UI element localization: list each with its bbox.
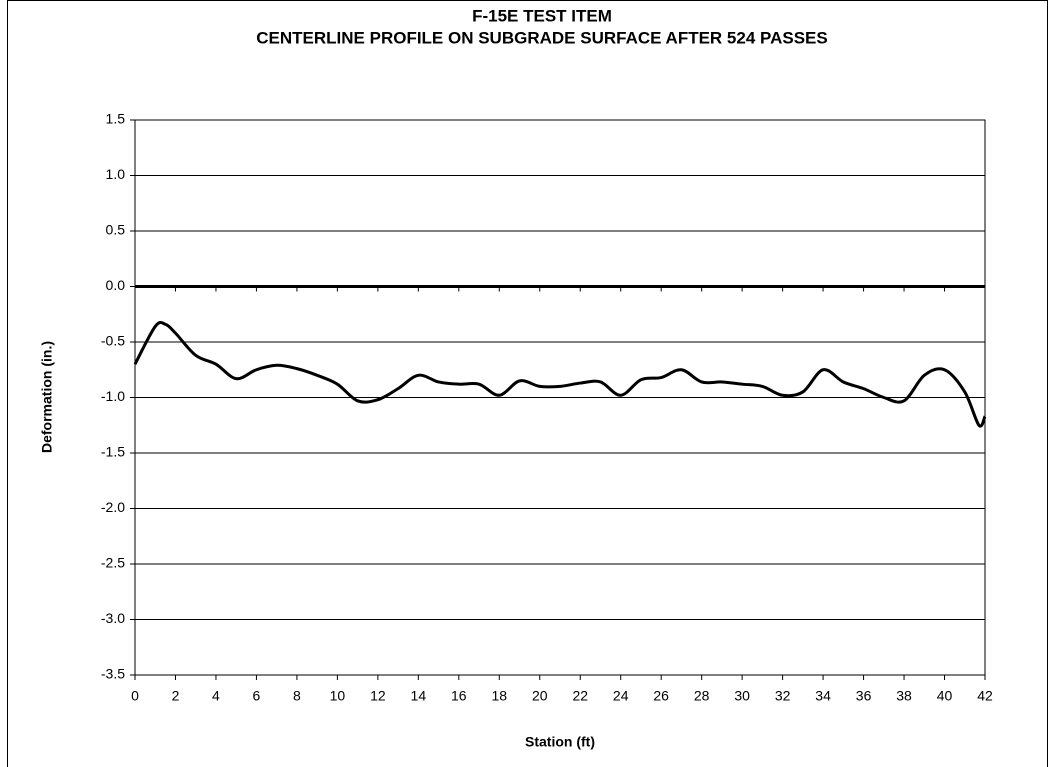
y-tick-label: -3.5	[101, 666, 125, 682]
x-tick-label: 10	[330, 688, 346, 704]
chart-subtitle: CENTERLINE PROFILE ON SUBGRADE SURFACE A…	[256, 28, 827, 47]
x-tick-label: 22	[572, 688, 588, 704]
x-tick-label: 6	[253, 688, 261, 704]
x-tick-label: 14	[411, 688, 427, 704]
y-tick-label: -0.5	[101, 333, 125, 349]
data-line	[133, 320, 987, 428]
x-tick-label: 26	[653, 688, 669, 704]
x-tick-label: 34	[815, 688, 831, 704]
x-tick-label: 0	[131, 688, 139, 704]
x-tick-label: 36	[856, 688, 872, 704]
chart-frame	[7, 0, 1048, 767]
x-tick-label: 42	[977, 688, 993, 704]
y-tick-label: 0.0	[106, 277, 126, 293]
y-tick-label: 1.0	[106, 166, 126, 182]
y-tick-label: 0.5	[106, 222, 126, 238]
y-tick-label: -2.5	[101, 555, 125, 571]
x-tick-label: 12	[370, 688, 386, 704]
x-tick-label: 28	[694, 688, 710, 704]
y-tick-label: 1.5	[106, 111, 126, 127]
x-tick-label: 20	[532, 688, 548, 704]
x-axis-label: Station (ft)	[525, 734, 595, 750]
y-tick-label: -3.0	[101, 610, 125, 626]
x-tick-label: 24	[613, 688, 629, 704]
y-tick-label: -1.5	[101, 444, 125, 460]
chart-title: F-15E TEST ITEM	[472, 6, 612, 25]
x-tick-label: 38	[896, 688, 912, 704]
y-tick-label: -2.0	[101, 499, 125, 515]
x-tick-label: 16	[451, 688, 467, 704]
y-tick-label: -1.0	[101, 388, 125, 404]
y-axis-label: Deformation (in.)	[39, 341, 55, 453]
plot-area	[134, 119, 986, 676]
x-tick-label: 30	[734, 688, 750, 704]
x-tick-label: 40	[937, 688, 953, 704]
x-tick-label: 32	[775, 688, 791, 704]
x-tick-label: 8	[293, 688, 301, 704]
x-tick-label: 2	[172, 688, 180, 704]
x-tick-label: 4	[212, 688, 220, 704]
x-tick-label: 18	[491, 688, 507, 704]
